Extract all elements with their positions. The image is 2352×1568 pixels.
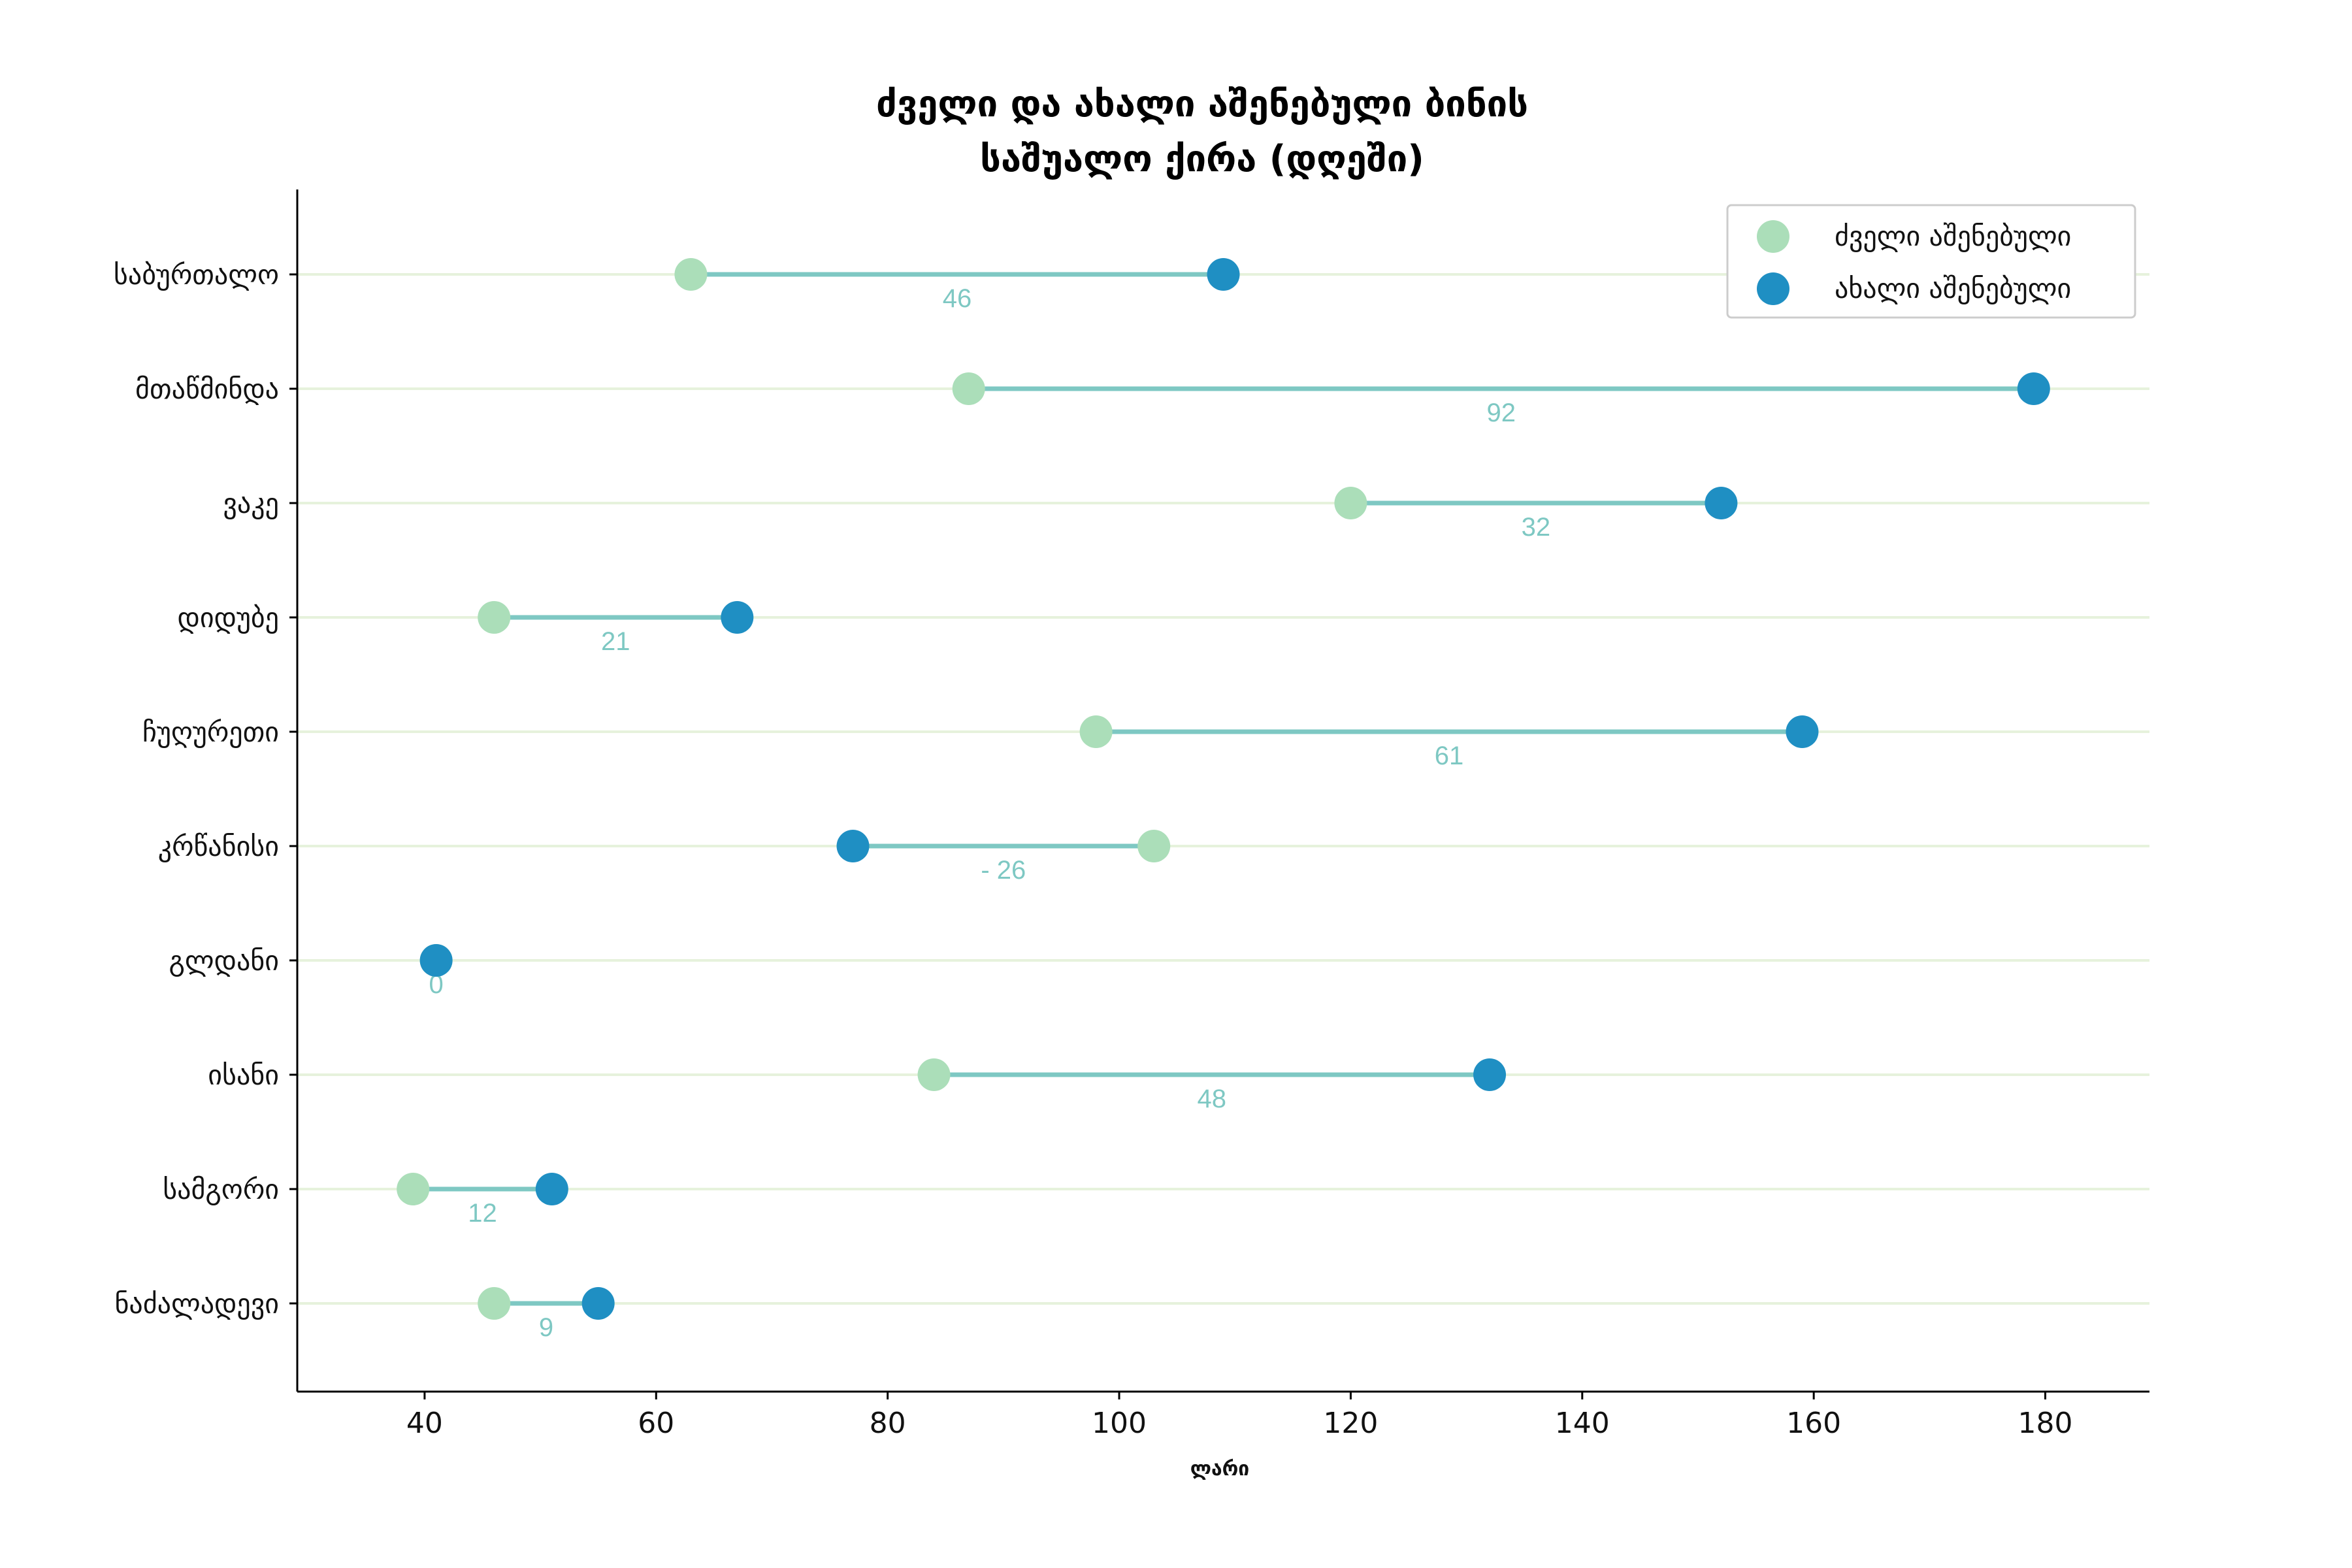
point-old <box>1334 487 1367 519</box>
point-new <box>1786 715 1819 748</box>
difference-label: 9 <box>539 1313 553 1342</box>
legend-frame <box>1726 204 2136 319</box>
category-label: კრწანისი <box>158 830 279 862</box>
point-old <box>397 1173 430 1205</box>
chart-title-line-2: საშუალო ქირა (დღეში) <box>980 138 1424 180</box>
point-new <box>419 944 453 977</box>
x-tick-label: 140 <box>1555 1407 1610 1440</box>
difference-label: 92 <box>1487 399 1516 427</box>
legend: ძველი აშენებული ახალი აშენებული <box>1726 204 2136 319</box>
difference-label: 46 <box>943 284 972 313</box>
point-old <box>917 1058 951 1091</box>
difference-label: 0 <box>429 970 444 999</box>
point-new <box>721 601 754 634</box>
x-tick-label: 120 <box>1323 1407 1378 1440</box>
point-new <box>581 1287 615 1320</box>
chart-title-line-1: ძველი და ახალი აშენებული ბინის <box>876 83 1528 125</box>
point-old <box>952 372 985 405</box>
category-label: საბურთალო <box>114 259 279 291</box>
point-old <box>1079 715 1113 748</box>
legend-label-new: ახალი აშენებული <box>1835 272 2071 304</box>
legend-marker-old <box>1757 220 1789 253</box>
data-points <box>397 258 2050 1320</box>
point-new <box>1207 258 1240 291</box>
point-new <box>2017 372 2050 405</box>
legend-label-old: ძველი აშენებული <box>1835 220 2071 252</box>
x-tick-label: 40 <box>406 1407 443 1440</box>
point-new <box>535 1173 568 1205</box>
point-new <box>836 830 870 862</box>
category-label: ნაძალადევი <box>114 1288 279 1320</box>
difference-label: 12 <box>468 1199 497 1228</box>
point-old <box>478 1287 511 1320</box>
category-label: მთაწმინდა <box>135 373 279 405</box>
x-tick-label: 80 <box>870 1407 906 1440</box>
category-label: ჩუღურეთი <box>142 716 279 748</box>
x-axis-label: ლარი <box>1190 1458 1249 1480</box>
category-label: ვაკე <box>223 487 279 519</box>
difference-label: 32 <box>1522 513 1551 542</box>
x-tick-label: 60 <box>638 1407 674 1440</box>
gridlines <box>297 273 2149 1305</box>
connectors <box>413 272 2034 1306</box>
category-label: სამგორი <box>163 1173 279 1205</box>
category-label: გლდანი <box>169 945 279 977</box>
difference-label: 21 <box>601 627 630 656</box>
legend-marker-new <box>1757 272 1789 305</box>
difference-label: 48 <box>1198 1085 1227 1113</box>
x-axis: 40 60 80 100 120 140 160 180 <box>297 1390 2149 1440</box>
x-tick-label: 100 <box>1092 1407 1147 1440</box>
y-axis: საბურთალო მთაწმინდა ვაკე დიდუბე ჩუღურეთი კრწა… <box>114 189 299 1392</box>
point-old <box>478 601 511 634</box>
point-new <box>1473 1058 1507 1091</box>
difference-label: - 26 <box>981 856 1026 885</box>
point-old <box>1137 830 1171 862</box>
difference-labels: 46 92 32 21 61 - 26 0 48 12 9 <box>429 284 1551 1342</box>
point-old <box>674 258 708 291</box>
difference-label: 61 <box>1435 742 1464 770</box>
category-label: ისანი <box>208 1059 279 1091</box>
x-tick-label: 180 <box>2018 1407 2073 1440</box>
x-tick-label: 160 <box>1786 1407 1841 1440</box>
point-new <box>1705 487 1738 519</box>
category-label: დიდუბე <box>178 602 279 634</box>
